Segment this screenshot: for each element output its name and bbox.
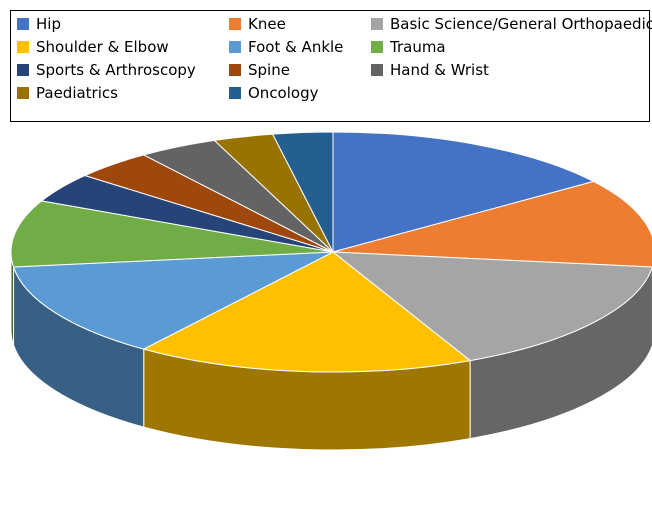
legend-label: Knee bbox=[248, 15, 286, 33]
legend-swatch bbox=[371, 18, 383, 30]
chart-legend: Hip Knee Basic Science/General Orthopaedic… bbox=[10, 10, 652, 122]
pie-slice bbox=[332, 131, 595, 253]
legend-item: Foot & Ankle bbox=[229, 36, 343, 58]
legend-swatch bbox=[229, 41, 241, 53]
legend-label: Spine bbox=[248, 61, 290, 79]
legend-swatch bbox=[229, 87, 241, 99]
legend-swatch bbox=[17, 87, 29, 99]
legend-swatch bbox=[17, 18, 29, 30]
pie-slice bbox=[332, 180, 652, 268]
legend-swatch bbox=[371, 41, 383, 53]
legend-swatch bbox=[17, 64, 29, 76]
legend-item: Sports & Arthroscopy bbox=[17, 59, 196, 81]
pie-slice bbox=[331, 251, 652, 362]
legend-item: Shoulder & Elbow bbox=[17, 36, 169, 58]
legend-label: Shoulder & Elbow bbox=[36, 38, 169, 56]
legend-item: Oncology bbox=[229, 82, 318, 104]
legend-item: Spine bbox=[229, 59, 290, 81]
legend-item: Hand & Wrist bbox=[371, 59, 489, 81]
pie-slice bbox=[10, 200, 334, 268]
legend-swatch bbox=[229, 64, 241, 76]
legend-label: Paediatrics bbox=[36, 84, 118, 102]
legend-label: Hand & Wrist bbox=[390, 61, 489, 79]
legend-item: Trauma bbox=[371, 36, 446, 58]
legend-item: Knee bbox=[229, 13, 286, 35]
legend-label: Basic Science/General Orthopaedics bbox=[390, 15, 652, 33]
legend-label: Trauma bbox=[390, 38, 446, 56]
legend-item: Basic Science/General Orthopaedics bbox=[371, 13, 652, 35]
pie-slice bbox=[12, 251, 334, 350]
legend-item: Paediatrics bbox=[17, 82, 118, 104]
legend-label: Oncology bbox=[248, 84, 319, 102]
legend-label: Sports & Arthroscopy bbox=[36, 61, 196, 79]
pie-top-slices bbox=[10, 131, 652, 373]
legend-swatch bbox=[17, 41, 29, 53]
legend-swatch bbox=[229, 18, 241, 30]
pie-slice bbox=[142, 251, 472, 373]
legend-swatch bbox=[371, 64, 383, 76]
legend-label: Hip bbox=[36, 15, 61, 33]
pie-slice bbox=[271, 131, 334, 253]
legend-label: Foot & Ankle bbox=[248, 38, 344, 56]
legend-item: Hip bbox=[17, 13, 61, 35]
